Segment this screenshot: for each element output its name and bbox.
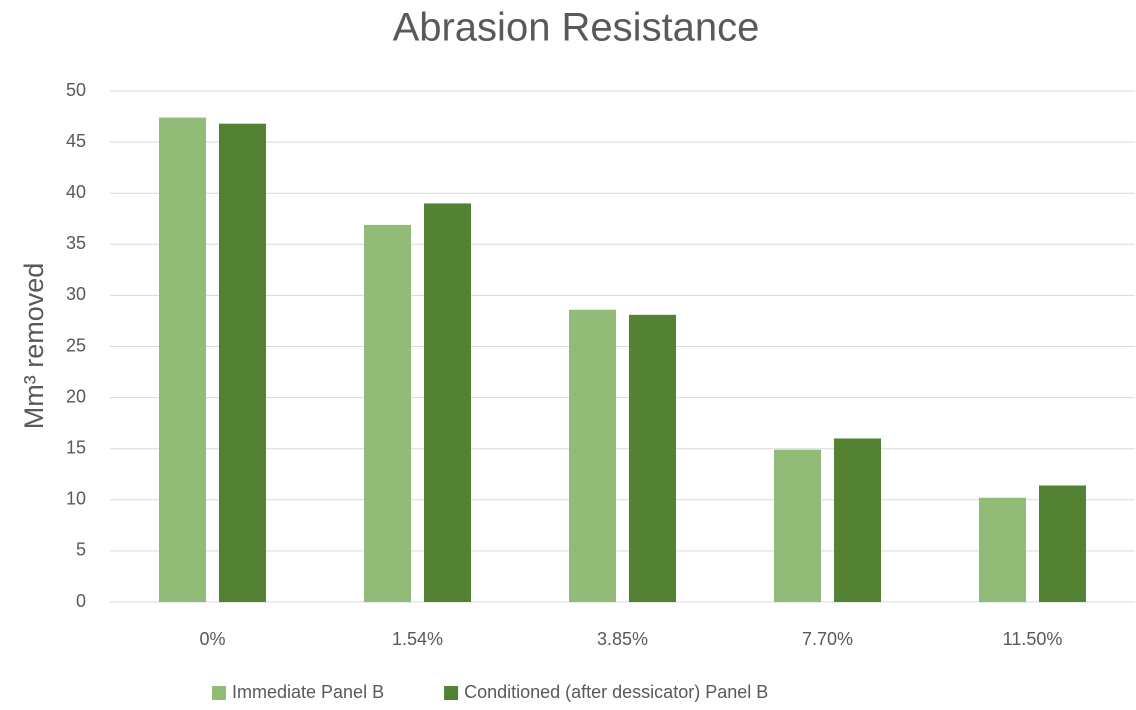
legend-label: Conditioned (after dessicator) Panel B <box>464 682 768 702</box>
y-axis-label: Mm³ removed <box>19 263 49 430</box>
y-tick-label: 40 <box>66 182 86 202</box>
y-tick-label: 25 <box>66 335 86 355</box>
bar <box>834 438 881 602</box>
bar <box>219 123 266 602</box>
chart-title: Abrasion Resistance <box>393 6 760 50</box>
bar <box>364 224 411 602</box>
legend-label: Immediate Panel B <box>232 682 384 702</box>
y-tick-label: 30 <box>66 284 86 304</box>
y-tick-label: 5 <box>76 540 86 560</box>
y-tick-label: 15 <box>66 437 86 457</box>
y-tick-label: 35 <box>66 233 86 253</box>
x-tick-label: 7.70% <box>802 629 853 649</box>
bar <box>629 314 676 602</box>
bar <box>569 309 616 602</box>
y-tick-label: 10 <box>66 489 86 509</box>
bar <box>159 117 206 603</box>
x-tick-label: 1.54% <box>392 629 443 649</box>
y-tick-label: 20 <box>66 386 86 406</box>
y-tick-label: 50 <box>66 80 86 100</box>
bar <box>979 497 1026 602</box>
y-tick-label: 0 <box>76 591 86 611</box>
bar <box>1039 485 1086 602</box>
bar <box>424 203 471 603</box>
y-tick-label: 45 <box>66 131 86 151</box>
legend-swatch <box>444 686 459 700</box>
x-tick-label: 3.85% <box>597 629 648 649</box>
x-tick-label: 11.50% <box>1003 629 1063 649</box>
legend-swatch <box>212 686 226 700</box>
bar <box>774 449 821 602</box>
x-tick-label: 0% <box>199 629 225 649</box>
